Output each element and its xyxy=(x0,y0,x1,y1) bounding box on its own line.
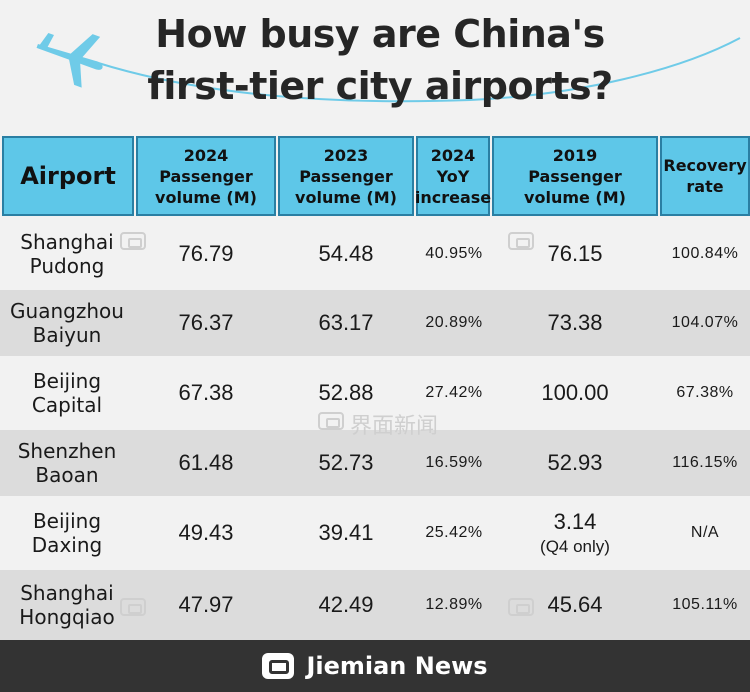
jiemian-logo-icon xyxy=(262,653,295,679)
title-line-2: first-tier city airports? xyxy=(147,64,613,108)
volume-2024: 67.38 xyxy=(178,380,234,405)
yoy-increase: 25.42% xyxy=(425,524,483,541)
volume-2023: 42.49 xyxy=(318,592,374,617)
jiemian-logo-icon xyxy=(120,598,146,616)
airport-name: Shanghai Hongqiao xyxy=(19,581,115,629)
airport-name: Shanghai Pudong xyxy=(20,230,114,278)
airport-name: Beijing Daxing xyxy=(31,509,103,557)
jiemian-logo-icon xyxy=(508,232,534,250)
volume-2019: 76.15 xyxy=(492,218,658,290)
airport-name: Guangzhou Baiyun xyxy=(10,299,124,347)
yoy-increase: 20.89% xyxy=(425,314,483,331)
volume-2023: 52.88 xyxy=(318,380,374,405)
volume-2024: 76.37 xyxy=(178,310,234,335)
title-line-1: How busy are China's xyxy=(155,12,605,56)
volume-2024: 76.79 xyxy=(178,241,234,266)
recovery-rate: 105.11% xyxy=(672,596,738,613)
airplane-icon xyxy=(36,32,741,103)
table-row: Shanghai Hongqiao 47.97 42.49 12.89% 45.… xyxy=(0,570,750,640)
volume-2024: 49.43 xyxy=(178,520,234,545)
airport-name: Shenzhen Baoan xyxy=(17,439,117,487)
recovery-rate: 100.84% xyxy=(671,245,739,262)
header-2023-volume: 2023 Passenger volume (M) xyxy=(278,136,414,216)
header-yoy-increase: 2024 YoY increase xyxy=(415,136,491,216)
footer: Jiemian News xyxy=(0,640,750,692)
volume-2019-value: 76.15 xyxy=(547,241,603,266)
header-recovery-rate: Recovery rate xyxy=(660,136,750,216)
volume-2023: 39.41 xyxy=(318,520,374,545)
volume-2019-value: 52.93 xyxy=(547,450,603,475)
volume-2019-value: 73.38 xyxy=(547,310,603,335)
volume-2019-value: 100.00 xyxy=(541,380,609,405)
volume-2023: 54.48 xyxy=(318,241,374,266)
volume-2023: 63.17 xyxy=(318,310,374,335)
jiemian-logo-icon xyxy=(508,598,534,616)
yoy-increase: 27.42% xyxy=(425,384,483,401)
table-header: Airport 2024 Passenger volume (M) 2023 P… xyxy=(0,136,750,218)
volume-2019-note: (Q4 only) xyxy=(540,537,610,556)
yoy-increase: 16.59% xyxy=(425,454,483,471)
recovery-rate: N/A xyxy=(690,524,720,541)
airport-name: Beijing Capital xyxy=(31,369,103,417)
header-2019-volume: 2019 Passenger volume (M) xyxy=(492,136,658,216)
volume-2023: 52.73 xyxy=(318,450,374,475)
recovery-rate: 104.07% xyxy=(671,314,739,331)
recovery-rate: 116.15% xyxy=(672,454,738,471)
brand-name: Jiemian News xyxy=(306,652,488,680)
header-2024-volume: 2024 Passenger volume (M) xyxy=(136,136,276,216)
volume-2019: 52.93 xyxy=(492,430,658,496)
page-title: How busy are China's first-tier city air… xyxy=(120,8,640,112)
volume-2019-value: 3.14 xyxy=(553,509,597,534)
volume-2024: 47.97 xyxy=(178,592,234,617)
table-row: Shenzhen Baoan 61.48 52.73 16.59% 52.93 … xyxy=(0,430,750,496)
yoy-increase: 40.95% xyxy=(425,245,483,262)
volume-2019: 45.64 xyxy=(492,570,658,640)
recovery-rate: 67.38% xyxy=(676,384,734,401)
volume-2019-value: 45.64 xyxy=(547,592,603,617)
yoy-increase: 12.89% xyxy=(425,596,483,613)
header-airport: Airport xyxy=(2,136,134,216)
volume-2019: 73.38 xyxy=(492,290,658,356)
table-row: Guangzhou Baiyun 76.37 63.17 20.89% 73.3… xyxy=(0,290,750,356)
jiemian-logo-icon xyxy=(120,232,146,250)
watermark-text: 界面新闻 xyxy=(350,414,439,439)
header: How busy are China's first-tier city air… xyxy=(0,0,750,130)
table-row: Beijing Capital 67.38 52.88 27.42% 100.0… xyxy=(0,356,750,430)
volume-2019: 100.00 xyxy=(492,356,658,430)
jiemian-logo-icon xyxy=(318,412,344,430)
volume-2024: 61.48 xyxy=(178,450,234,475)
table-row: Beijing Daxing 49.43 39.41 25.42% 3.14 (… xyxy=(0,496,750,570)
table-row: Shanghai Pudong 76.79 54.48 40.95% 76.15… xyxy=(0,218,750,290)
volume-2019: 3.14 (Q4 only) xyxy=(492,496,658,570)
